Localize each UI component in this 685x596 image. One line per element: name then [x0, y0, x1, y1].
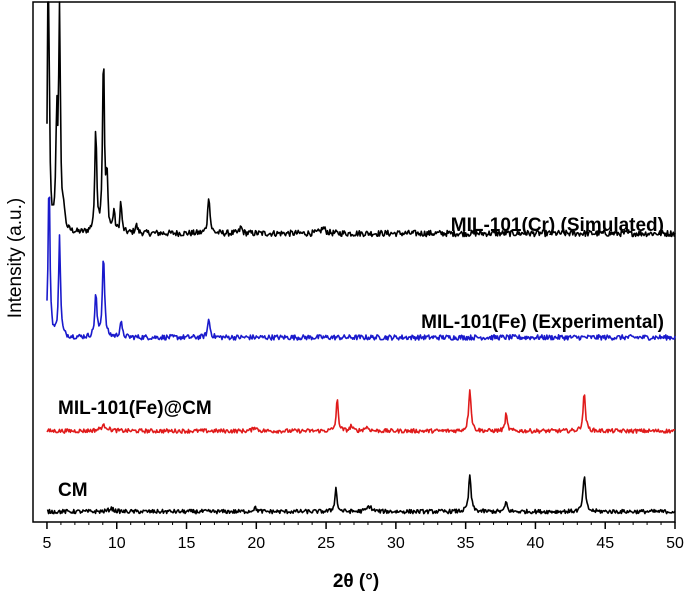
series-label-mil101cr: MIL-101(Cr) (Simulated) — [451, 215, 664, 236]
plot-frame — [32, 1, 676, 523]
plot-area-border — [32, 1, 676, 523]
x-tick-label: 25 — [317, 535, 335, 552]
x-tick-label: 50 — [666, 535, 684, 552]
series-line-0 — [46, 1, 676, 238]
x-tick-label: 10 — [108, 535, 126, 552]
series-line-3 — [46, 474, 676, 515]
series-label-mil101fe: MIL-101(Fe) (Experimental) — [421, 312, 664, 333]
y-axis-title: Intensity (a.u.) — [5, 198, 26, 318]
x-tick-label: 35 — [457, 535, 475, 552]
x-tick-label: 20 — [247, 535, 265, 552]
series-line-1 — [46, 196, 676, 341]
series-layer — [46, 1, 676, 515]
x-tick-label: 30 — [387, 535, 405, 552]
series-line-2 — [46, 389, 676, 434]
x-tick-label: 45 — [596, 535, 614, 552]
x-tick-label: 15 — [178, 535, 196, 552]
series-label-mil101fe-cm: MIL-101(Fe)@CM — [58, 398, 212, 419]
x-axis-ticks: 5 10 15 20 25 30 35 40 45 50 — [43, 522, 684, 552]
x-tick-label: 40 — [527, 535, 545, 552]
x-tick-label: 5 — [43, 535, 52, 552]
series-label-cm: CM — [58, 480, 88, 501]
x-axis-title: 2θ (°) — [333, 571, 379, 592]
